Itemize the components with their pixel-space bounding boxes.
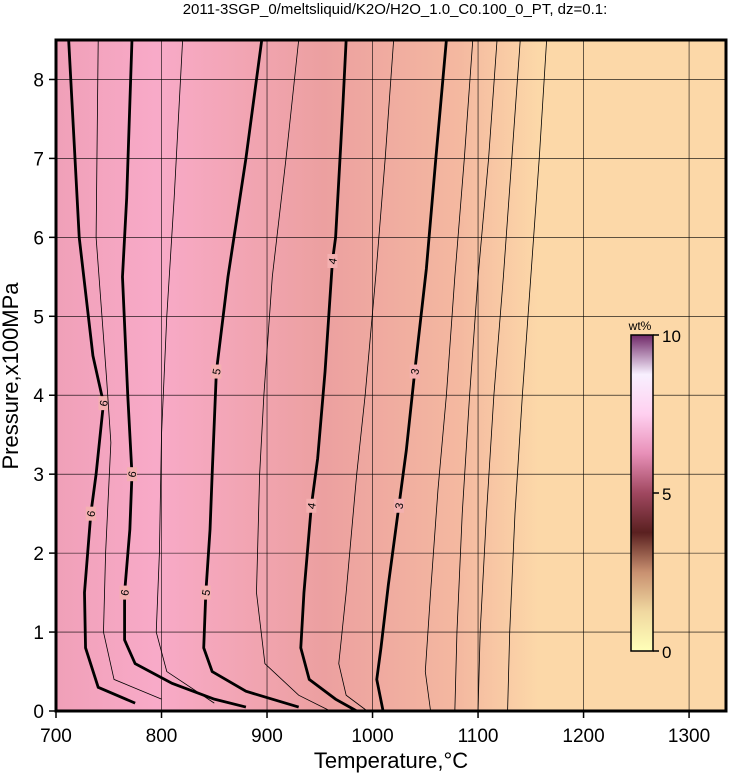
y-tick-label: 5 — [33, 307, 44, 328]
y-tick-label: 3 — [33, 465, 44, 486]
contour-line — [299, 39, 358, 713]
x-tick-label: 800 — [146, 726, 178, 747]
contour-line — [256, 39, 331, 712]
colorbar-tick-label: 5 — [662, 485, 671, 504]
colorbar — [630, 334, 654, 652]
contour-label-bg — [306, 498, 317, 513]
contour-label: 6 — [85, 510, 98, 518]
contour-label: 3 — [409, 368, 422, 376]
contour-label-bg — [211, 364, 222, 379]
y-tick-label: 8 — [33, 70, 44, 91]
contour-label: 6 — [119, 589, 132, 597]
x-tick-label: 1000 — [351, 726, 393, 747]
x-tick-label: 1200 — [562, 726, 604, 747]
contour-label-bg — [327, 254, 338, 269]
contour-line — [338, 39, 395, 712]
contour-label-bg — [85, 506, 96, 521]
plot-frame — [54, 38, 728, 713]
contour-line — [424, 39, 474, 712]
x-tick-label: 700 — [40, 726, 72, 747]
colorbar-tick-label: 0 — [662, 643, 671, 662]
contour-label: 6 — [127, 470, 140, 478]
y-tick-label: 7 — [33, 149, 44, 170]
y-tick-label: 2 — [33, 544, 44, 565]
contour-label: 5 — [200, 589, 213, 597]
contour-label-bg — [98, 396, 109, 411]
colorbar-tick-label: 10 — [662, 327, 681, 346]
x-tick-label: 900 — [251, 726, 283, 747]
plot-background — [56, 40, 726, 711]
x-tick-label: 1300 — [668, 726, 710, 747]
contour-label: 4 — [327, 257, 340, 265]
contour-label: 3 — [393, 502, 406, 510]
contour-label: 4 — [306, 502, 319, 510]
contour-line — [67, 39, 136, 705]
contour-line — [507, 39, 548, 712]
y-tick-label: 6 — [33, 228, 44, 249]
y-tick-label: 1 — [33, 623, 44, 644]
contour-label-bg — [393, 498, 404, 513]
contour-line — [477, 39, 521, 712]
y-tick-label: 4 — [33, 386, 44, 407]
y-tick-label: 0 — [33, 702, 44, 723]
contour-line — [121, 39, 247, 709]
contour-label: 6 — [98, 399, 111, 407]
x-tick-label: 1100 — [458, 726, 499, 747]
colorbar-label: wt% — [628, 319, 652, 333]
y-axis-label: Pressure,x100MPa — [0, 282, 23, 470]
contour-label: 5 — [211, 368, 224, 376]
contour-label-bg — [200, 585, 211, 600]
x-axis-label: Temperature,°C — [314, 748, 468, 773]
contour-label-bg — [126, 467, 137, 482]
contour-line — [155, 39, 215, 704]
contour-label-bg — [119, 585, 130, 600]
contour-line — [454, 39, 498, 712]
contour-line — [95, 39, 162, 700]
contour-line — [202, 39, 300, 709]
contour-label-bg — [409, 364, 420, 379]
contour-line — [375, 39, 448, 712]
chart-title: 2011-3SGP_0/meltsliquid/K2O/H2O_1.0_C0.1… — [183, 1, 608, 18]
